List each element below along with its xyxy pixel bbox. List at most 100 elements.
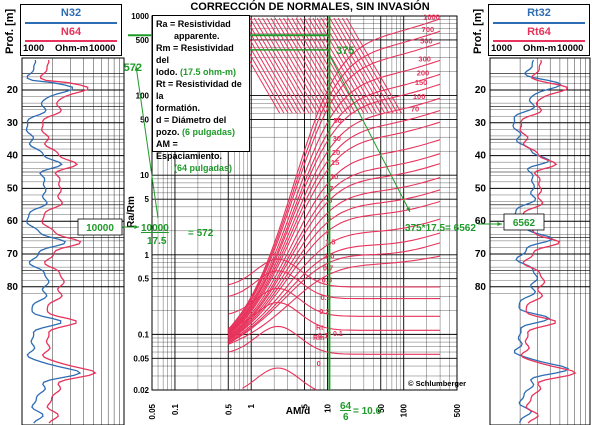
hatch-line: [270, 17, 327, 114]
curve-label: 0.3: [320, 293, 330, 302]
rt-rm-value: = 0.1: [327, 331, 343, 338]
y-tick-label: 0.02: [133, 386, 149, 395]
rt-rm-label-bottom: Rm: [313, 335, 324, 342]
left-curve1-label: N32: [60, 7, 82, 19]
curve-rt-rm: [227, 73, 441, 334]
x-tick-label: 50: [377, 403, 386, 412]
legend-diameter-value: (6 pulgadas): [182, 127, 236, 137]
curve-rt-rm: [228, 287, 441, 317]
legend-line-4-text: lodo.: [156, 67, 180, 77]
left-scale-right: 10000: [89, 43, 116, 54]
right-curve-64: [519, 59, 577, 424]
right-curve2-label: Rt64: [527, 26, 551, 38]
legend-box: Ra = Resistividad apparente. Rm = Resist…: [152, 15, 250, 173]
curve-label: 70: [411, 105, 419, 114]
curve-rt-rm: [227, 30, 441, 331]
y-tick-label: 100: [136, 92, 150, 101]
legend-line-4: lodo. (17.5 ohm-m): [156, 66, 246, 78]
x-numerator: 64: [340, 401, 352, 412]
y-tick-label: 500: [136, 36, 150, 45]
hatch-line: [325, 17, 381, 114]
y-tick-label: 0.5: [138, 275, 150, 284]
legend-line-3: Rm = Resistividad del: [156, 43, 234, 65]
curve-label: 2: [326, 227, 330, 236]
x-denominator: 6: [343, 412, 349, 423]
right-depth-tick: 20: [475, 85, 487, 96]
legend-line-7: d = Diámetro del: [156, 115, 227, 125]
curve-label: 0: [317, 359, 321, 368]
curve-rt-rm: [228, 325, 441, 355]
x-tick-label: 1: [247, 403, 256, 408]
curve-rt-rm: [228, 301, 441, 331]
curve-rt-rm: [228, 218, 441, 343]
right-curve1-line: [493, 22, 585, 24]
right-track: 20 30 40 50 60 70 80: [475, 57, 591, 425]
legend-line-2: apparente.: [174, 31, 220, 41]
y-tick-label: 10: [140, 171, 149, 180]
curve-label: 50: [333, 116, 341, 125]
arrow-to-572-head: [134, 66, 139, 71]
hatch-line: [333, 17, 390, 114]
x-result: = 10.6: [353, 406, 382, 417]
right-curve-32: [512, 59, 570, 424]
curve-label: 150: [415, 78, 428, 87]
left-curve2-label: N64: [60, 26, 82, 38]
legend-line-1: Ra = Resistividad: [156, 19, 231, 29]
right-scale-mid: Ohm-m: [523, 43, 557, 54]
curve-label: 0.5: [322, 275, 332, 284]
y-tick-label: 0.05: [133, 354, 149, 363]
curve-label: 10: [330, 172, 338, 181]
left-curve2-line: [25, 40, 117, 42]
y-axis-label: Ra/Rm: [126, 196, 137, 228]
arrow-to-ratio-head: [134, 225, 139, 229]
hatch-line: [278, 17, 335, 114]
right-callout-value: 6562: [513, 218, 536, 229]
ratio-numerator: 10000: [141, 223, 169, 234]
right-depth-tick: 70: [475, 249, 487, 260]
y-tick-label: 5: [145, 195, 150, 204]
y-tick-label: 1: [145, 251, 150, 260]
curve-rt-rm: [227, 59, 441, 333]
hatch-line: [329, 17, 386, 114]
hatch-line: [274, 17, 331, 114]
curve-rt-rm: [228, 255, 441, 345]
left-scale-mid: Ohm-m: [55, 43, 89, 54]
right-curve2-line: [493, 40, 585, 42]
hatch-line: [262, 17, 318, 114]
right-track-frame: [489, 57, 591, 425]
curve-rt-rm: [228, 242, 441, 344]
left-curve-32: [25, 59, 82, 424]
chart-title: CORRECCIÓN DE NORMALES, SIN INVASIÓN: [190, 1, 430, 13]
hatch-line: [320, 17, 377, 114]
right-track-header: Rt32 Rt64 1000 Ohm-m 10000: [488, 4, 590, 56]
curve-rt-rm: [227, 176, 441, 340]
left-track-header: N32 N64 1000 Ohm-m 10000: [20, 4, 122, 56]
curve-label: 20: [332, 148, 340, 157]
curve-rt-rm: [228, 258, 441, 288]
rt-calc-label: 375*17.5= 6562: [405, 223, 476, 234]
curve-rt-rm: [227, 139, 441, 338]
hatch-line: [257, 17, 314, 114]
hatch-line: [266, 17, 323, 114]
curve-rt-rm: [242, 367, 317, 391]
arrow-to-572: [135, 65, 159, 219]
left-depth-tick: 20: [7, 85, 19, 96]
ratio-572-label: 572: [124, 62, 142, 74]
ratio-denominator: 17.5: [147, 236, 167, 247]
curve-label: 1000: [423, 13, 440, 22]
hatch-line: [304, 17, 360, 114]
hatch-line: [312, 17, 369, 114]
legend-line-8-text: pozo.: [156, 127, 182, 137]
right-callout-box: [503, 213, 545, 231]
left-depth-tick: 50: [7, 183, 19, 194]
curve-label: 0.1: [318, 331, 328, 340]
ratio-result: = 572: [188, 228, 214, 239]
left-depth-tick: 60: [7, 216, 19, 227]
curve-label: 100: [413, 92, 426, 101]
right-depth-tick: 60: [475, 216, 487, 227]
hatch-line: [341, 17, 398, 114]
legend-line-6: formatión.: [156, 103, 200, 113]
curve-label: 0.2: [319, 307, 329, 316]
hatch-line: [241, 17, 297, 114]
